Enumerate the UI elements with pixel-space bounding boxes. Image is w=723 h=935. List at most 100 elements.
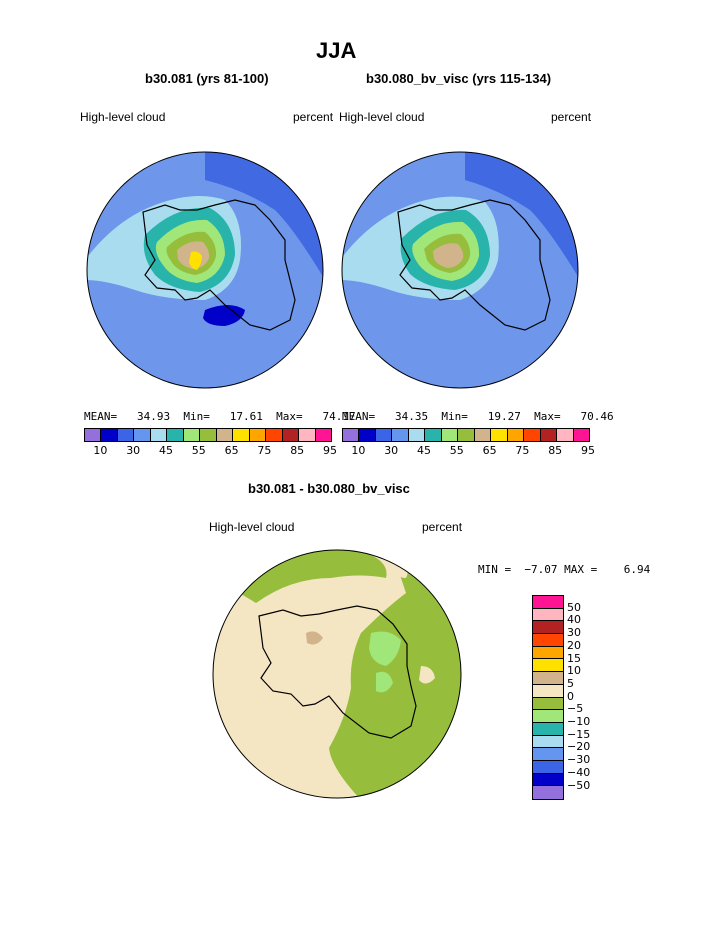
colorbar-tick-label: 0: [567, 689, 574, 703]
colorbar-swatch: [524, 429, 541, 441]
colorbar-swatch: [507, 429, 525, 441]
colorbar-swatch: [249, 429, 267, 441]
colorbar-swatch: [200, 429, 217, 441]
colorbar-tick-label: −20: [567, 740, 591, 754]
colorbar-tick-label: 45: [159, 444, 173, 457]
diff-colorbar: [532, 595, 564, 800]
colorbar-swatch: [266, 429, 283, 441]
colorbar-swatch: [425, 429, 442, 441]
colorbar-swatch: [573, 429, 590, 441]
colorbar-tick-label: 50: [567, 600, 581, 614]
colorbar-swatch: [491, 429, 508, 441]
colorbar-swatch: [315, 429, 332, 441]
colorbar-tick-label: 55: [449, 444, 464, 457]
colorbar-swatch: [533, 710, 563, 723]
right-stats: MEAN= 34.35 Min= 19.27 Max= 70.46: [342, 410, 614, 423]
colorbar-tick-label: 65: [482, 444, 497, 457]
left-colorbar: [84, 428, 332, 442]
colorbar-tick-label: 10: [351, 444, 366, 457]
diff-variable-label: High-level cloud: [209, 520, 295, 534]
colorbar-tick-label: 15: [567, 651, 581, 665]
colorbar-tick-label: 10: [567, 664, 581, 678]
colorbar-tick-label: −40: [567, 765, 591, 779]
colorbar-swatch: [533, 621, 563, 635]
colorbar-tick-label: 75: [515, 444, 530, 457]
colorbar-tick-label: −5: [567, 702, 584, 716]
right-mean-value: 34.35: [395, 410, 429, 423]
left-panel-title: b30.081 (yrs 81-100): [145, 71, 269, 86]
colorbar-swatch: [359, 429, 376, 441]
colorbar-tick-label: −50: [567, 778, 591, 792]
colorbar-tick-label: 45: [417, 444, 431, 457]
right-mean-label: MEAN=: [342, 410, 376, 423]
colorbar-swatch: [343, 429, 360, 441]
left-max-label: Max=: [276, 410, 303, 423]
colorbar-swatch: [458, 429, 475, 441]
colorbar-swatch: [533, 672, 563, 685]
colorbar-swatch: [183, 429, 201, 441]
left-polar-map: [86, 151, 324, 389]
colorbar-swatch: [533, 646, 563, 660]
right-units-label: percent: [551, 110, 592, 124]
colorbar-tick-label: 10: [93, 444, 108, 457]
colorbar-swatch: [408, 429, 426, 441]
colorbar-swatch: [533, 596, 563, 609]
colorbar-swatch: [533, 760, 563, 774]
colorbar-tick-label: 20: [567, 638, 581, 652]
left-mean-label: MEAN=: [84, 410, 118, 423]
colorbar-swatch: [533, 684, 563, 698]
colorbar-swatch: [441, 429, 459, 441]
left-min-label: Min=: [183, 410, 210, 423]
diff-panel-title: b30.081 - b30.080_bv_visc: [248, 481, 410, 496]
colorbar-swatch: [282, 429, 300, 441]
colorbar-swatch: [533, 697, 563, 711]
left-variable-label: High-level cloud: [80, 110, 166, 124]
right-max-label: Max=: [534, 410, 561, 423]
colorbar-swatch: [533, 608, 563, 622]
right-min-value: 19.27: [487, 410, 521, 423]
colorbar-swatch: [167, 429, 184, 441]
colorbar-swatch: [533, 786, 563, 799]
right-colorbar: [342, 428, 590, 442]
colorbar-tick-label: 30: [567, 626, 581, 640]
colorbar-tick-label: 40: [567, 613, 581, 627]
colorbar-swatch: [150, 429, 168, 441]
colorbar-swatch: [474, 429, 492, 441]
colorbar-swatch: [533, 748, 563, 761]
left-min-value: 17.61: [229, 410, 263, 423]
colorbar-swatch: [533, 773, 563, 787]
right-variable-label: High-level cloud: [339, 110, 425, 124]
colorbar-swatch: [533, 722, 563, 736]
colorbar-tick-label: 65: [224, 444, 239, 457]
diff-minmax: MIN = −7.07 MAX = 6.94: [478, 563, 651, 576]
page-title: JJA: [316, 38, 357, 63]
colorbar-tick-label: −30: [567, 753, 591, 767]
colorbar-tick-label: 30: [384, 444, 399, 457]
colorbar-tick-label: 75: [257, 444, 272, 457]
colorbar-tick-label: 5: [567, 676, 574, 690]
colorbar-swatch: [375, 429, 393, 441]
colorbar-swatch: [533, 634, 563, 647]
colorbar-swatch: [117, 429, 135, 441]
colorbar-swatch: [216, 429, 234, 441]
colorbar-tick-label: 95: [581, 444, 595, 457]
colorbar-swatch: [540, 429, 558, 441]
colorbar-swatch: [233, 429, 250, 441]
colorbar-tick-label: 95: [323, 444, 337, 457]
colorbar-swatch: [101, 429, 118, 441]
colorbar-swatch: [533, 659, 563, 673]
right-max-value: 70.46: [580, 410, 614, 423]
diff-polar-map: [212, 549, 462, 799]
diff-units-label: percent: [422, 520, 463, 534]
colorbar-swatch: [557, 429, 574, 441]
left-units-label: percent: [293, 110, 334, 124]
colorbar-tick-label: −10: [567, 715, 591, 728]
colorbar-tick-label: 55: [191, 444, 206, 457]
colorbar-swatch: [533, 735, 563, 749]
colorbar-swatch: [134, 429, 151, 441]
colorbar-tick-label: −15: [567, 727, 591, 741]
right-polar-map: [341, 151, 579, 389]
colorbar-swatch: [85, 429, 102, 441]
colorbar-tick-label: 85: [290, 444, 305, 457]
colorbar-tick-label: 30: [126, 444, 141, 457]
